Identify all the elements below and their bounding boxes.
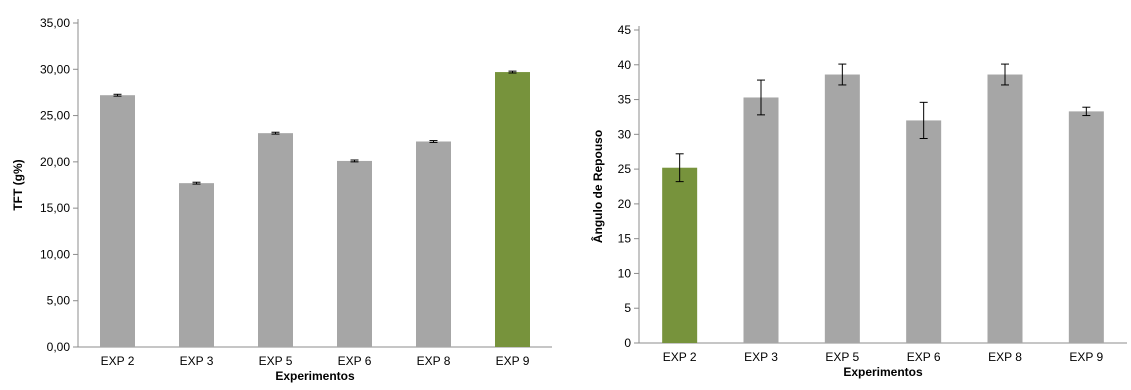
y-tick-label: 5,00 [47, 294, 71, 308]
bar-exp-8 [987, 74, 1023, 343]
y-tick-label: 5 [624, 301, 631, 315]
x-tick-label: EXP 6 [338, 354, 372, 368]
y-tick-label: 35,00 [40, 16, 70, 30]
y-tick-label: 45 [618, 23, 632, 37]
bar-exp-9 [1068, 111, 1104, 343]
y-tick-label: 0 [624, 336, 631, 350]
tft-bar-chart: 0,00 5,00 10,00 15,00 20,00 25,00 30,00 35,00 EX… [11, 16, 552, 383]
bar-exp-6 [337, 160, 372, 347]
y-tick-label: 30 [618, 127, 632, 141]
x-axis-title: Experimentos [275, 369, 355, 383]
bar-exp-2 [662, 167, 698, 343]
x-tick-label: EXP 2 [663, 350, 697, 364]
x-tick-label: EXP 6 [907, 350, 941, 364]
y-tick-label: 15,00 [40, 201, 70, 215]
y-tick-label: 0,00 [47, 340, 71, 354]
y-tick-label: 20,00 [40, 155, 70, 169]
bar-exp-6 [906, 120, 942, 343]
y-axis-title: TFT (g%) [11, 159, 25, 210]
x-tick-label: EXP 5 [825, 350, 859, 364]
x-tick-label: EXP 8 [988, 350, 1022, 364]
y-tick-label: 10 [618, 266, 632, 280]
x-tick-label: EXP 5 [259, 354, 293, 368]
y-axis-title: Ângulo de Repouso [590, 130, 605, 243]
y-tick-label: 40 [618, 58, 632, 72]
x-tick-label: EXP 9 [1069, 350, 1103, 364]
y-tick-label: 25,00 [40, 109, 70, 123]
bar-exp-3 [743, 97, 779, 343]
bar-exp-8 [416, 141, 451, 347]
x-axis-title: Experimentos [843, 365, 923, 379]
x-tick-label: EXP 9 [496, 354, 530, 368]
bar-exp-5 [824, 74, 860, 343]
x-tick-label: EXP 2 [101, 354, 135, 368]
y-tick-label: 30,00 [40, 62, 70, 76]
bar-exp-9 [495, 72, 530, 347]
y-tick-label: 20 [618, 197, 632, 211]
bar-exp-3 [179, 183, 214, 347]
y-tick-label: 10,00 [40, 247, 70, 261]
x-tick-label: EXP 3 [744, 350, 778, 364]
bar-exp-5 [258, 133, 293, 347]
x-tick-label: EXP 8 [417, 354, 451, 368]
angle-of-repose-bar-chart: 0 5 10 15 20 25 30 35 40 45 EXP 2 EXP 3 EXP 5 EXP 6 EX… [590, 23, 1127, 379]
y-tick-label: 25 [618, 162, 632, 176]
x-tick-label: EXP 3 [180, 354, 214, 368]
y-tick-label: 35 [618, 93, 632, 107]
y-tick-label: 15 [618, 232, 632, 246]
bar-exp-2 [100, 95, 135, 347]
